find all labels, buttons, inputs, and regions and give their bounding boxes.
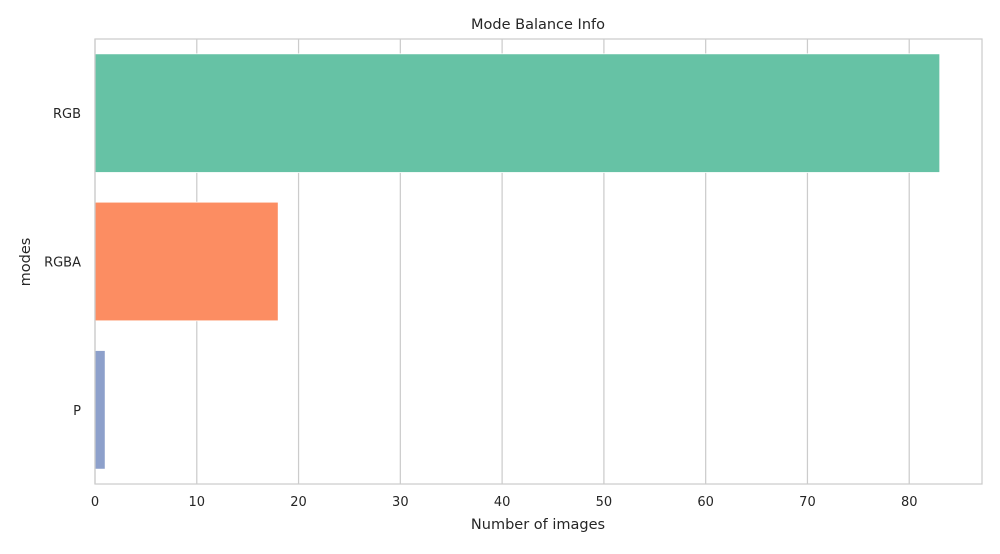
x-tick-label: 50: [596, 495, 613, 510]
axes-frame: [94, 38, 983, 485]
chart-title: Mode Balance Info: [471, 17, 605, 33]
y-tick-label: P: [73, 404, 81, 419]
y-tick-label: RGB: [53, 107, 81, 122]
bar-p: [94, 350, 106, 470]
x-axis-ticks: 0 10 20 30 40 50 60 70 80: [91, 495, 918, 510]
bars: [94, 53, 941, 470]
bar-rgba: [94, 201, 279, 322]
x-tick-label: 60: [697, 495, 714, 510]
x-tick-label: 20: [290, 495, 307, 510]
x-tick-label: 10: [189, 495, 206, 510]
x-tick-label: 0: [91, 495, 99, 510]
x-tick-label: 70: [799, 495, 816, 510]
y-axis-label: modes: [18, 238, 34, 287]
plot-frame: [94, 38, 983, 485]
x-tick-label: 30: [392, 495, 409, 510]
y-axis-ticks: RGB RGBA P: [44, 107, 81, 419]
x-axis-label: Number of images: [471, 517, 605, 533]
bar-rgb: [94, 53, 941, 173]
x-tick-label: 40: [494, 495, 511, 510]
x-tick-label: 80: [901, 495, 918, 510]
y-tick-label: RGBA: [44, 256, 81, 271]
